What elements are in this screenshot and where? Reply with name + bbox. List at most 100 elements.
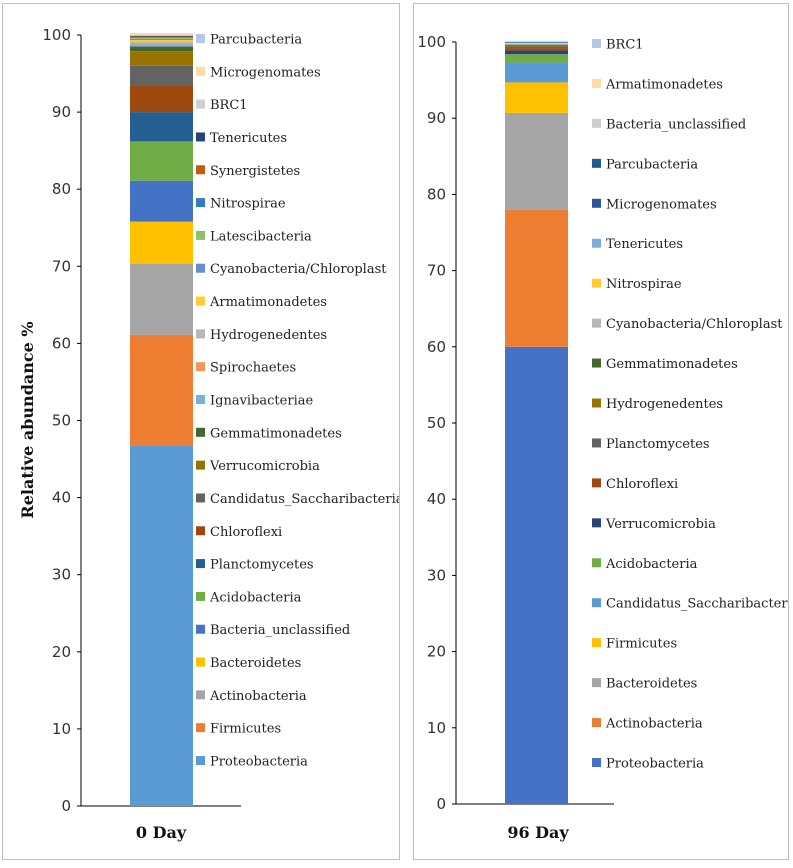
bar-segment [130, 35, 193, 37]
y-tick-label: 60 [52, 334, 71, 352]
legend-label: Bacteria_unclassified [210, 623, 350, 638]
bar-segment [130, 334, 193, 446]
legend-label: Hydrogenedentes [210, 328, 327, 343]
bar-segment [505, 112, 568, 210]
legend-swatch [196, 723, 205, 733]
x-category-label: 0 Day [136, 823, 187, 842]
bar-segment [130, 112, 193, 142]
y-tick-label: 90 [427, 109, 446, 127]
legend-swatch [196, 427, 205, 437]
legend-swatch [196, 296, 205, 306]
bar-segment [130, 42, 193, 45]
bar-segment [505, 43, 568, 45]
legend-label: Acidobacteria [605, 557, 698, 572]
legend-label: Actinobacteria [209, 689, 307, 704]
bar-segment [130, 44, 193, 47]
bar-segment [130, 35, 193, 36]
y-tick-label: 10 [427, 719, 446, 737]
legend-label: Bacteroidetes [210, 656, 301, 671]
legend-label: Proteobacteria [606, 757, 704, 772]
legend-label: BRC1 [606, 38, 644, 53]
legend-label: Latescibacteria [210, 229, 312, 244]
y-tick-label: 50 [427, 414, 446, 432]
y-axis-title: Relative abundance % [18, 321, 37, 518]
bar-segment [130, 445, 193, 806]
legend-swatch [592, 158, 601, 168]
y-tick-label: 80 [427, 185, 446, 203]
legend-swatch [592, 478, 601, 488]
legend-swatch [592, 318, 601, 328]
legend-swatch [196, 329, 205, 339]
legend-label: Ignavibacteriae [210, 394, 313, 409]
legend-swatch [196, 624, 205, 634]
legend-label: Parcubacteria [606, 157, 698, 172]
legend-swatch [196, 198, 205, 208]
legend-label: Tenericutes [606, 237, 683, 252]
bar-segment [130, 41, 193, 43]
chart-panel-96-day: 0 10 20 30 40 50 60 70 80 90 100 BRC1 Armatimonadete… [413, 3, 789, 860]
bar-segment [505, 48, 568, 51]
chart-96-day: 0 10 20 30 40 50 60 70 80 90 100 BRC1 Armatimonadete… [417, 33, 788, 842]
legend-swatch [196, 362, 205, 372]
legend-swatch [196, 756, 205, 765]
legend-swatch [592, 718, 601, 728]
legend-swatch [592, 238, 601, 248]
legend-label: Cyanobacteria/Chloroplast [210, 262, 387, 277]
y-tick-label: 0 [61, 797, 71, 815]
legend-label: Candidatus_Saccharibacteria [210, 492, 399, 507]
bar-segment [130, 65, 193, 86]
legend-swatch [592, 638, 601, 648]
y-tick-label: 70 [52, 257, 71, 275]
legend-swatch [592, 398, 601, 408]
bar-segment [130, 40, 193, 42]
chart-panel-0-day: 0 10 20 30 40 50 60 70 80 90 100 Parcubacteria Micro… [2, 3, 400, 860]
legend-label: Cyanobacteria/Chloroplast [606, 317, 783, 332]
bar-segment [130, 141, 193, 181]
y-tick-label: 100 [42, 26, 71, 44]
legend-swatch [196, 263, 205, 273]
legend-swatch [592, 438, 601, 448]
y-tick-label: 80 [52, 180, 71, 198]
legend-label: Chloroflexi [210, 525, 282, 540]
legend-swatch [196, 591, 205, 601]
y-tick-label: 60 [427, 338, 446, 356]
legend-swatch [592, 198, 601, 208]
legend-swatch [196, 690, 205, 700]
legend-swatch [196, 526, 205, 536]
bar-segment [130, 37, 193, 39]
legend-swatch [592, 558, 601, 568]
legend-label: Planctomycetes [606, 437, 710, 452]
legend-label: Armatimonadetes [605, 77, 723, 92]
legend-swatch [592, 598, 601, 608]
legend-label: Gemmatimonadetes [210, 426, 342, 441]
legend-label: Synergistetes [210, 164, 300, 179]
y-tick-label: 70 [427, 262, 446, 280]
legend-label: Firmicutes [210, 722, 281, 737]
legend-label: Parcubacteria [210, 33, 302, 48]
legend-label: Bacteria_unclassified [606, 117, 746, 132]
legend-swatch [196, 66, 205, 76]
legend-label: Nitrospirae [606, 277, 682, 292]
legend-label: Bacteroidetes [606, 677, 697, 692]
y-tick-label: 0 [436, 795, 446, 813]
bar-segment [130, 36, 193, 38]
legend-swatch [196, 559, 205, 569]
bar-segment [505, 46, 568, 49]
bar-segment [505, 44, 568, 46]
bar-segment [505, 45, 568, 47]
y-tick-label: 20 [52, 643, 71, 661]
legend-label: Gemmatimonadetes [606, 357, 738, 372]
bar-segment [505, 50, 568, 55]
legend-label: Acidobacteria [209, 590, 302, 605]
legend-swatch [592, 78, 601, 88]
legend-label: Proteobacteria [210, 755, 308, 770]
legend-swatch [592, 678, 601, 688]
legend-label: Firmicutes [606, 637, 677, 652]
legend-swatch [196, 34, 205, 43]
bar-segment [130, 180, 193, 222]
bar-segment [505, 346, 568, 804]
bar-segment [130, 46, 193, 52]
y-tick-label: 10 [52, 720, 71, 738]
bar-segment [130, 33, 193, 35]
bar-segment [130, 34, 193, 35]
